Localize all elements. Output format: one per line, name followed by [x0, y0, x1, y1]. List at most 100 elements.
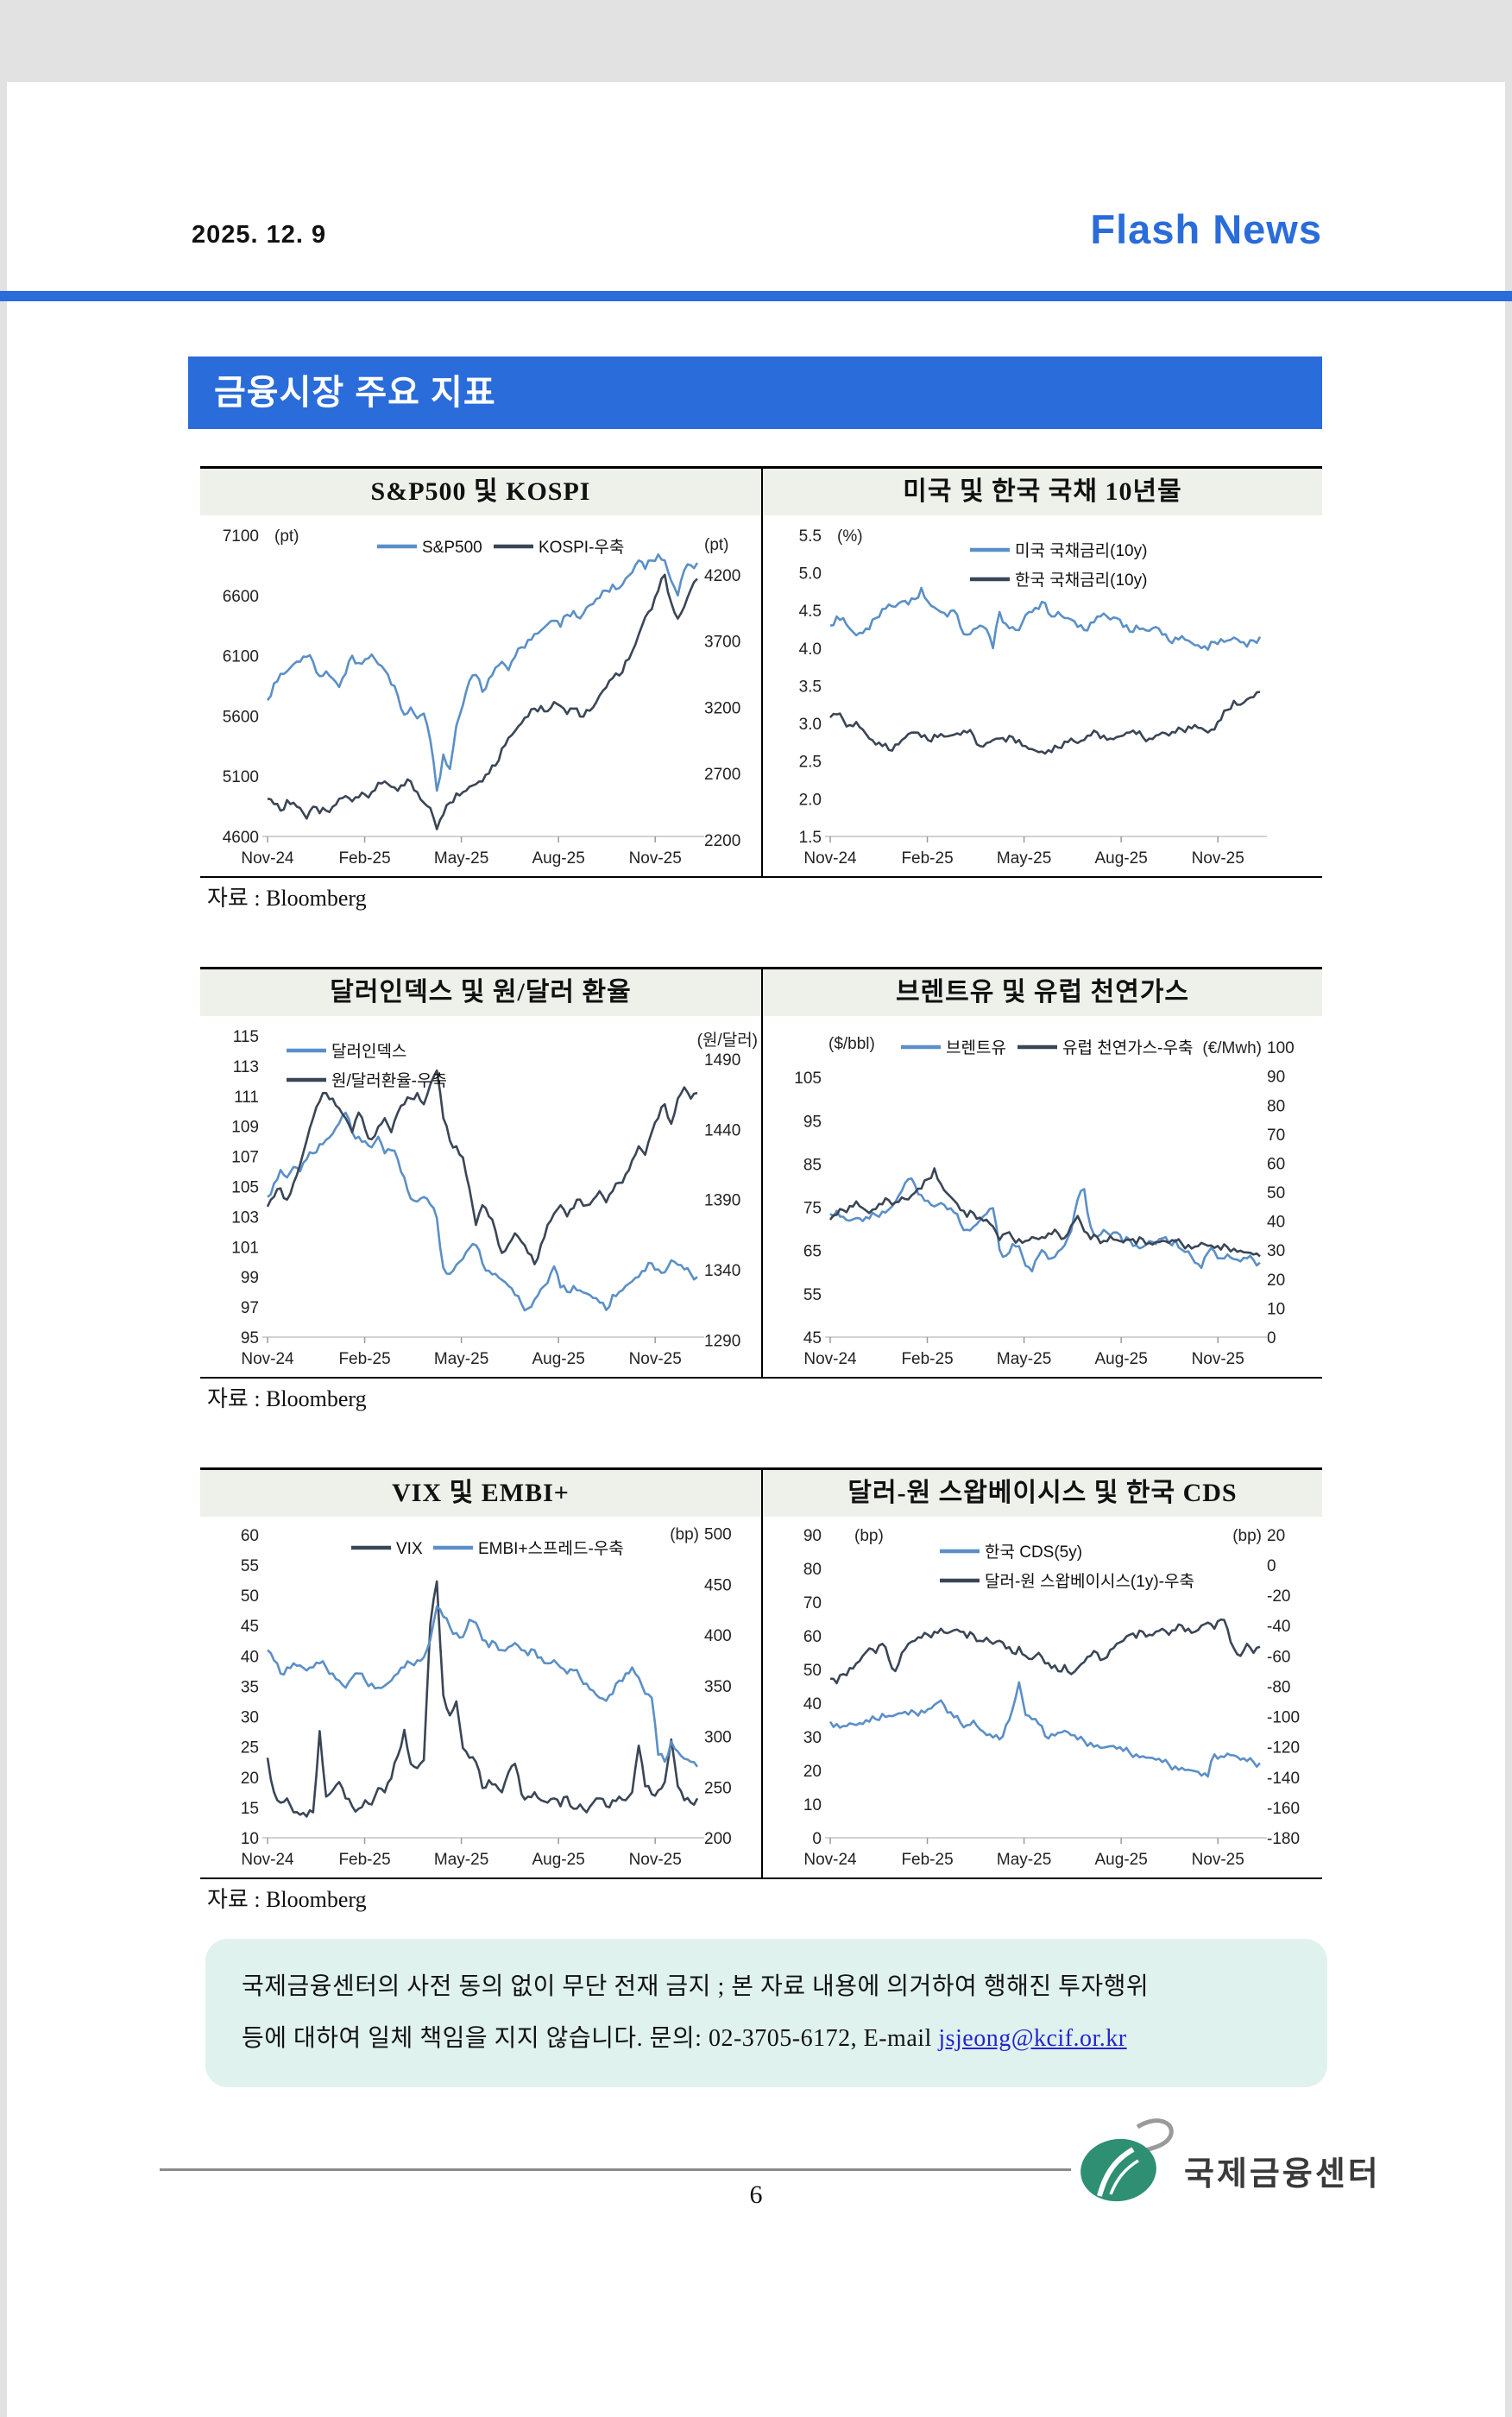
chart-row-2: 달러인덱스 및 원/달러 환율 Nov-24 Feb-25 May-25 Aug-25…: [200, 967, 1322, 1379]
svg-text:Aug-25: Aug-25: [532, 1851, 585, 1869]
svg-text:-180: -180: [1267, 1830, 1300, 1848]
line-chart-dxy-krw: Nov-24 Feb-25 May-25 Aug-25 Nov-25 115 113 111 1…: [200, 1016, 761, 1377]
svg-text:(bp): (bp): [1232, 1527, 1262, 1545]
svg-text:1.5: 1.5: [799, 829, 822, 847]
svg-text:85: 85: [803, 1156, 822, 1174]
svg-text:(pt): (pt): [704, 536, 729, 554]
svg-text:Feb-25: Feb-25: [338, 1350, 390, 1368]
svg-text:15: 15: [241, 1800, 259, 1818]
svg-text:Nov-24: Nov-24: [803, 1350, 857, 1368]
disclaimer-line1: 국제금융센터의 사전 동의 없이 무단 전재 금지 ; 본 자료 내용에 의거하…: [242, 1973, 1150, 2000]
svg-text:70: 70: [803, 1594, 822, 1612]
panel-dxy-krw: 달러인덱스 및 원/달러 환율 Nov-24 Feb-25 May-25 Aug-25…: [200, 969, 761, 1377]
svg-text:Nov-25: Nov-25: [629, 1851, 682, 1869]
footer-org-name: 국제금융센터: [1184, 2156, 1381, 2193]
svg-text:1340: 1340: [704, 1262, 740, 1280]
svg-text:Aug-25: Aug-25: [1095, 849, 1148, 868]
svg-text:May-25: May-25: [434, 1350, 488, 1368]
svg-text:브렌트유: 브렌트유: [946, 1038, 1006, 1057]
svg-text:100: 100: [1267, 1039, 1295, 1057]
svg-text:0: 0: [1267, 1557, 1276, 1575]
svg-text:10: 10: [241, 1830, 259, 1848]
disclaimer-box: 국제금융센터의 사전 동의 없이 무단 전재 금지 ; 본 자료 내용에 의거하…: [205, 1939, 1327, 2087]
panel-treasury-10y: 미국 및 한국 국채 10년물 Nov-24 Feb-25 May-25 Aug-25…: [761, 469, 1322, 876]
svg-text:Feb-25: Feb-25: [338, 1851, 390, 1869]
svg-text:3.5: 3.5: [799, 678, 822, 696]
svg-text:-140: -140: [1267, 1770, 1300, 1788]
svg-text:20: 20: [1267, 1272, 1285, 1290]
svg-text:60: 60: [241, 1527, 259, 1545]
chart-row-3: VIX 및 EMBI+ Nov-24 Feb-25 May-25 Aug-25 Nov-…: [200, 1467, 1322, 1879]
svg-text:Nov-25: Nov-25: [1192, 1350, 1244, 1368]
svg-text:115: 115: [233, 1028, 259, 1046]
source-label: 자료 : Bloomberg: [207, 1386, 367, 1411]
svg-text:97: 97: [241, 1299, 259, 1317]
svg-text:Feb-25: Feb-25: [901, 849, 953, 868]
brand-title: Flash News: [1090, 206, 1322, 252]
svg-text:1390: 1390: [704, 1192, 740, 1210]
svg-text:원/달러환율-우축: 원/달러환율-우축: [331, 1071, 447, 1090]
email-link[interactable]: jsjeong@kcif.or.kr: [938, 2025, 1127, 2052]
footer-divider: [160, 2168, 1071, 2171]
svg-text:45: 45: [803, 1329, 822, 1347]
svg-text:50: 50: [1267, 1184, 1285, 1202]
svg-text:30: 30: [1267, 1242, 1285, 1260]
section-title: 금융시장 주요 지표: [214, 374, 496, 412]
svg-text:(%): (%): [837, 527, 863, 546]
kcif-logo-icon: [1080, 2118, 1174, 2202]
chart-title: 브렌트유 및 유럽 천연가스: [763, 969, 1322, 1016]
svg-text:Aug-25: Aug-25: [532, 1350, 585, 1368]
svg-text:4200: 4200: [704, 567, 740, 585]
svg-text:40: 40: [1267, 1214, 1285, 1232]
svg-text:0: 0: [812, 1830, 822, 1848]
svg-text:Nov-25: Nov-25: [1192, 1851, 1244, 1869]
svg-text:-120: -120: [1267, 1739, 1300, 1758]
svg-text:113: 113: [233, 1058, 259, 1076]
svg-text:2.5: 2.5: [799, 754, 822, 772]
svg-text:95: 95: [241, 1329, 259, 1347]
svg-text:3700: 3700: [704, 634, 740, 652]
svg-text:4.5: 4.5: [799, 603, 822, 621]
panel-brent-gas: 브렌트유 및 유럽 천연가스 Nov-24 Feb-25 May-25 Aug-25 N…: [761, 969, 1322, 1377]
svg-text:90: 90: [803, 1527, 822, 1545]
svg-text:(원/달러): (원/달러): [697, 1031, 758, 1050]
svg-text:5100: 5100: [223, 768, 259, 786]
svg-text:-80: -80: [1267, 1678, 1290, 1696]
svg-text:55: 55: [241, 1557, 259, 1575]
svg-text:Nov-24: Nov-24: [241, 1350, 294, 1368]
svg-text:111: 111: [234, 1089, 259, 1107]
svg-text:20: 20: [241, 1770, 259, 1788]
svg-text:103: 103: [231, 1208, 259, 1227]
chart-title: 달러-원 스왑베이시스 및 한국 CDS: [763, 1470, 1322, 1517]
svg-text:Nov-24: Nov-24: [803, 849, 857, 868]
svg-text:(€/Mwh): (€/Mwh): [1202, 1039, 1262, 1057]
svg-text:6100: 6100: [223, 648, 259, 666]
svg-text:S&P500: S&P500: [422, 539, 482, 557]
svg-text:May-25: May-25: [997, 1851, 1051, 1869]
svg-text:5.0: 5.0: [799, 565, 822, 584]
svg-text:Feb-25: Feb-25: [901, 1350, 953, 1368]
svg-text:(pt): (pt): [274, 527, 299, 546]
svg-text:May-25: May-25: [434, 849, 488, 868]
svg-text:5600: 5600: [223, 708, 259, 726]
section-title-bar: 금융시장 주요 지표: [188, 357, 1322, 429]
line-chart-vix-embi: Nov-24 Feb-25 May-25 Aug-25 Nov-25 60 55 50 45 40…: [200, 1517, 761, 1877]
svg-text:-60: -60: [1267, 1648, 1290, 1666]
svg-text:2700: 2700: [704, 766, 740, 784]
page-number: 6: [749, 2180, 763, 2209]
svg-text:Nov-24: Nov-24: [803, 1851, 857, 1869]
svg-text:350: 350: [704, 1678, 732, 1696]
svg-text:한국 CDS(5y): 한국 CDS(5y): [985, 1543, 1082, 1562]
line-chart-brent-gas: Nov-24 Feb-25 May-25 Aug-25 Nov-25 105 95 85 75 6…: [763, 1016, 1322, 1377]
svg-text:-20: -20: [1267, 1587, 1290, 1606]
panel-swap-cds: 달러-원 스왑베이시스 및 한국 CDS Nov-24 Feb-25 May-25 A…: [761, 1470, 1322, 1877]
svg-text:미국 국채금리(10y): 미국 국채금리(10y): [1015, 541, 1147, 560]
svg-text:40: 40: [241, 1648, 259, 1666]
svg-text:105: 105: [794, 1070, 822, 1088]
svg-text:50: 50: [241, 1587, 259, 1606]
panel-sp500-kospi: S&P500 및 KOSPI Nov-24 Feb-25 May-25 Aug-25 N…: [200, 469, 761, 876]
svg-text:Nov-25: Nov-25: [629, 1350, 682, 1368]
svg-text:Aug-25: Aug-25: [1095, 1851, 1148, 1869]
line-chart-sp500-kospi: Nov-24 Feb-25 May-25 Aug-25 Nov-25 7100 6600 61…: [200, 515, 761, 876]
